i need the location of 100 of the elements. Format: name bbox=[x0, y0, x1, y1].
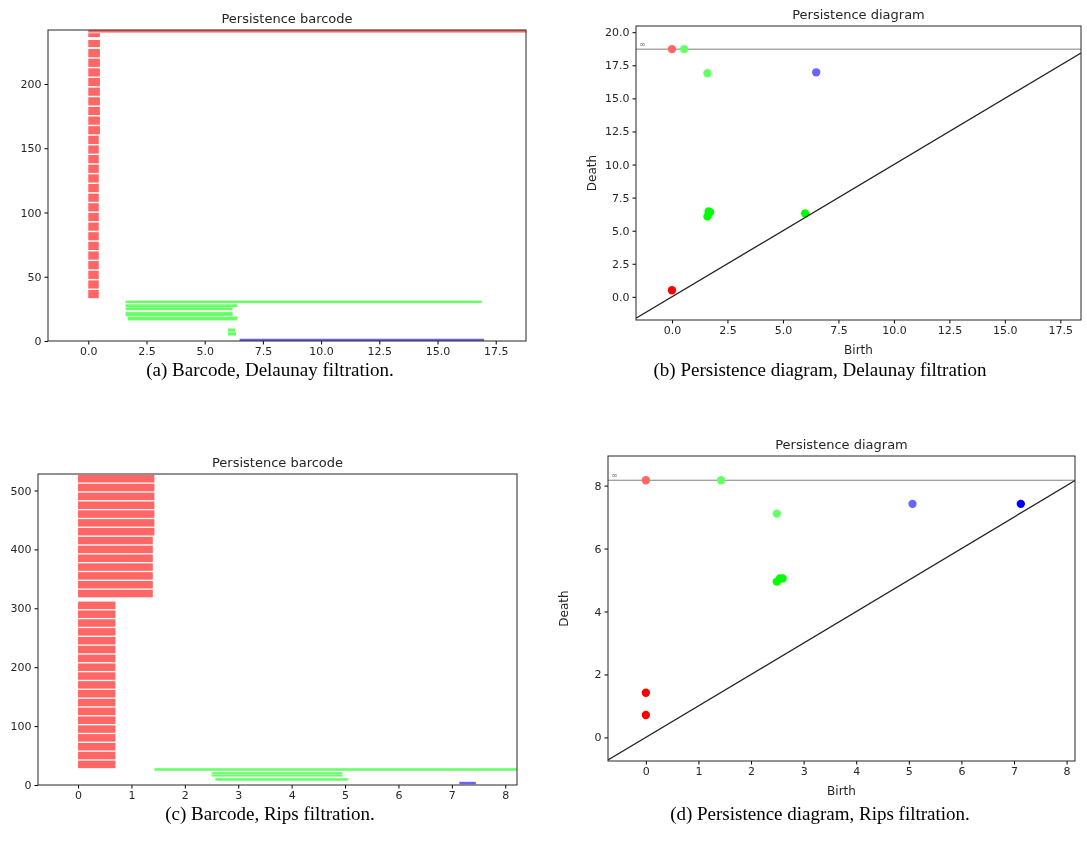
y-axis-title: Death bbox=[585, 154, 599, 192]
y-tick-label: 4 bbox=[594, 605, 602, 619]
text: (b) Persistence diagram, Delaunay filtration bbox=[653, 359, 987, 381]
point bbox=[679, 44, 689, 54]
ref-line-label: ∞ bbox=[639, 40, 646, 50]
y-tick-label: 7.5 bbox=[612, 191, 630, 205]
chart-title: Persistence diagram bbox=[792, 7, 925, 22]
y-tick-label: 200 bbox=[20, 78, 42, 91]
y-tick-label: 400 bbox=[10, 543, 32, 557]
point bbox=[667, 44, 677, 54]
text: (c) Barcode, Rips filtration. bbox=[165, 803, 375, 825]
point bbox=[812, 68, 821, 77]
bar bbox=[227, 328, 235, 332]
x-tick-label: 5.0 bbox=[196, 345, 214, 359]
x-tick-label: 12.5 bbox=[367, 345, 393, 359]
x-tick-label: 4 bbox=[288, 789, 296, 803]
x-tick-label: 17.5 bbox=[483, 345, 509, 359]
x-tick-label: 2.5 bbox=[138, 345, 156, 359]
x-tick-label: 5.0 bbox=[774, 324, 793, 338]
x-tick-label: 0.0 bbox=[80, 345, 98, 359]
text: (a) Barcode, Delaunay filtration. bbox=[146, 359, 394, 381]
x-tick-label: 7.5 bbox=[830, 324, 848, 338]
y-tick-label: 50 bbox=[27, 270, 42, 284]
x-tick-label: 7 bbox=[1011, 765, 1018, 779]
point bbox=[641, 476, 651, 485]
point bbox=[908, 499, 917, 509]
y-tick-label: 150 bbox=[20, 142, 42, 156]
x-tick-label: 5 bbox=[342, 789, 350, 803]
x-tick-label: 1 bbox=[695, 765, 703, 779]
x-tick-label: 5 bbox=[905, 765, 913, 779]
x-tick-label: 1 bbox=[128, 789, 136, 803]
y-tick-label: 6 bbox=[594, 542, 602, 556]
x-tick-label: 2 bbox=[181, 789, 189, 803]
y-tick-label: 0 bbox=[594, 731, 602, 745]
x-tick-label: 0.0 bbox=[663, 324, 682, 338]
y-tick-label: 15.0 bbox=[605, 92, 630, 106]
bar bbox=[78, 698, 116, 707]
bar bbox=[215, 778, 349, 781]
bar bbox=[78, 536, 153, 545]
x-tick-label: 15.0 bbox=[425, 345, 451, 359]
y-tick-label: 10.0 bbox=[605, 158, 630, 172]
y-axis-title: Death bbox=[557, 590, 571, 627]
x-tick-label: 2.5 bbox=[719, 324, 737, 338]
bar bbox=[88, 49, 100, 58]
point bbox=[1016, 499, 1026, 509]
y-tick-label: 200 bbox=[10, 661, 32, 675]
bar bbox=[78, 760, 116, 769]
text: (d) Persistence diagram, Rips filtration. bbox=[670, 803, 970, 825]
y-tick-label: 0 bbox=[24, 779, 32, 793]
y-tick-label: 500 bbox=[10, 484, 32, 498]
bar bbox=[88, 212, 99, 222]
y-tick-label: 20.0 bbox=[605, 26, 630, 40]
bar bbox=[78, 645, 116, 654]
x-tick-label: 4 bbox=[853, 765, 861, 779]
x-axis-title: Birth bbox=[844, 343, 873, 357]
point bbox=[703, 69, 712, 78]
bar bbox=[88, 39, 100, 48]
x-tick-label: 12.5 bbox=[937, 324, 963, 338]
x-tick-label: 10.0 bbox=[309, 345, 334, 359]
x-tick-label: 7.5 bbox=[254, 345, 273, 359]
bar bbox=[78, 751, 116, 760]
y-tick-label: 300 bbox=[10, 602, 32, 616]
point bbox=[667, 286, 677, 295]
y-tick-label: 12.5 bbox=[605, 125, 630, 139]
y-tick-label: 0 bbox=[34, 335, 42, 349]
bar bbox=[88, 106, 100, 116]
ref-line-label: ∞ bbox=[611, 471, 618, 481]
x-tick-label: 3 bbox=[800, 765, 808, 779]
bar bbox=[227, 332, 237, 336]
y-tick-label: 100 bbox=[10, 720, 32, 734]
x-tick-label: 8 bbox=[502, 789, 510, 803]
y-tick-label: 2 bbox=[594, 668, 602, 682]
y-tick-label: 17.5 bbox=[605, 59, 630, 73]
y-tick-label: 2.5 bbox=[612, 257, 630, 271]
point bbox=[772, 509, 781, 518]
x-axis-title: Birth bbox=[827, 784, 856, 798]
x-tick-label: 0 bbox=[75, 789, 83, 803]
chart-title: Persistence barcode bbox=[221, 11, 353, 26]
y-tick-label: 8 bbox=[594, 479, 602, 493]
x-tick-label: 15.0 bbox=[993, 324, 1018, 338]
point bbox=[641, 688, 651, 697]
chart-title: Persistence diagram bbox=[775, 437, 908, 452]
point bbox=[716, 476, 726, 485]
bar bbox=[154, 768, 517, 771]
bar bbox=[78, 474, 155, 483]
x-tick-label: 2 bbox=[748, 765, 756, 779]
x-tick-label: 8 bbox=[1063, 765, 1071, 779]
x-tick-label: 17.5 bbox=[1048, 324, 1074, 338]
y-tick-label: 0.0 bbox=[612, 290, 630, 304]
x-tick-label: 10.0 bbox=[882, 324, 907, 338]
chart-title: Persistence barcode bbox=[211, 455, 344, 470]
bar bbox=[125, 312, 233, 316]
x-tick-label: 7 bbox=[448, 789, 456, 803]
bar bbox=[78, 589, 153, 598]
x-tick-label: 6 bbox=[958, 765, 966, 779]
point bbox=[641, 710, 651, 720]
x-tick-label: 6 bbox=[395, 789, 403, 803]
y-tick-label: 5.0 bbox=[612, 224, 630, 238]
y-tick-label: 100 bbox=[20, 206, 42, 220]
bar bbox=[78, 483, 155, 492]
